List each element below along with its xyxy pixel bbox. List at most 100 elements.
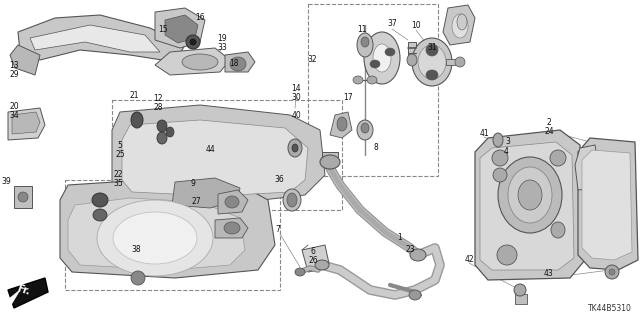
Ellipse shape (357, 33, 373, 57)
Ellipse shape (418, 45, 446, 79)
Polygon shape (225, 52, 255, 72)
Ellipse shape (18, 192, 28, 202)
Text: 14
30: 14 30 (291, 84, 301, 102)
Polygon shape (18, 15, 185, 62)
Bar (446, 59, 460, 65)
Ellipse shape (409, 290, 421, 300)
Polygon shape (172, 178, 240, 208)
Text: 37: 37 (387, 19, 397, 28)
Ellipse shape (357, 120, 373, 140)
Polygon shape (302, 245, 330, 272)
Text: 12
28: 12 28 (153, 94, 163, 112)
Text: TK44B5310: TK44B5310 (588, 304, 632, 313)
Text: 15: 15 (158, 26, 168, 34)
Ellipse shape (385, 48, 395, 56)
Polygon shape (215, 218, 248, 238)
Ellipse shape (131, 271, 145, 285)
Text: 31: 31 (427, 43, 437, 53)
Text: 7: 7 (276, 226, 280, 234)
Text: 20
34: 20 34 (9, 102, 19, 120)
Ellipse shape (367, 76, 377, 84)
Ellipse shape (605, 265, 619, 279)
Text: 38: 38 (131, 244, 141, 254)
Text: Fr.: Fr. (16, 283, 32, 297)
Text: 17: 17 (343, 93, 353, 102)
Text: 11: 11 (357, 26, 367, 34)
Polygon shape (5, 290, 20, 310)
Ellipse shape (497, 245, 517, 265)
Polygon shape (480, 142, 574, 270)
Bar (112, 100, 342, 210)
Ellipse shape (113, 212, 197, 264)
Bar (322, 152, 338, 164)
Ellipse shape (410, 249, 426, 261)
Ellipse shape (353, 76, 363, 84)
Text: 18: 18 (229, 58, 239, 68)
Ellipse shape (131, 112, 143, 128)
Text: 10: 10 (411, 20, 421, 29)
Ellipse shape (288, 139, 302, 157)
Polygon shape (8, 278, 48, 308)
Ellipse shape (550, 150, 566, 166)
Text: 9: 9 (191, 179, 195, 188)
Ellipse shape (364, 32, 400, 84)
Ellipse shape (370, 60, 380, 68)
Ellipse shape (292, 144, 298, 152)
Ellipse shape (287, 193, 297, 207)
Text: 23: 23 (405, 244, 415, 254)
Polygon shape (155, 8, 205, 48)
Bar (408, 42, 416, 64)
Polygon shape (165, 15, 198, 43)
Ellipse shape (224, 222, 240, 234)
Text: 2
24: 2 24 (544, 118, 554, 136)
Text: 43: 43 (543, 270, 553, 278)
Text: 41: 41 (479, 129, 489, 137)
Polygon shape (218, 190, 248, 214)
Text: 40: 40 (292, 112, 302, 121)
Text: 22
35: 22 35 (113, 170, 123, 188)
Text: 13
29: 13 29 (9, 61, 19, 79)
Text: 19
33: 19 33 (217, 33, 227, 52)
Ellipse shape (230, 57, 246, 71)
Polygon shape (30, 25, 160, 52)
Ellipse shape (426, 70, 438, 80)
Ellipse shape (455, 57, 465, 67)
Ellipse shape (97, 200, 213, 276)
Polygon shape (155, 48, 230, 75)
Ellipse shape (93, 209, 107, 221)
Ellipse shape (361, 123, 369, 133)
Ellipse shape (492, 150, 508, 166)
Ellipse shape (457, 14, 467, 30)
Bar (515, 294, 527, 304)
Polygon shape (112, 105, 325, 205)
Text: 32: 32 (307, 56, 317, 64)
Ellipse shape (337, 117, 347, 131)
Ellipse shape (498, 157, 562, 233)
Polygon shape (330, 112, 352, 138)
Polygon shape (8, 108, 45, 140)
Polygon shape (68, 198, 245, 270)
Bar (308, 4, 438, 176)
Ellipse shape (92, 193, 108, 207)
Text: 4: 4 (504, 146, 508, 155)
Ellipse shape (166, 127, 174, 137)
Polygon shape (443, 5, 475, 45)
Ellipse shape (157, 132, 167, 144)
Ellipse shape (493, 133, 503, 147)
Ellipse shape (225, 196, 239, 208)
Ellipse shape (508, 167, 552, 223)
Text: 42: 42 (464, 255, 474, 263)
Text: 5
25: 5 25 (115, 141, 125, 160)
Bar (65, 180, 280, 290)
Ellipse shape (186, 35, 200, 49)
Ellipse shape (295, 268, 305, 276)
Text: 6
26: 6 26 (308, 247, 318, 265)
Ellipse shape (493, 168, 507, 182)
Ellipse shape (412, 38, 452, 86)
Text: 36: 36 (274, 175, 284, 184)
Ellipse shape (157, 120, 167, 132)
Text: 39: 39 (1, 176, 11, 186)
Polygon shape (10, 45, 40, 75)
Ellipse shape (190, 39, 196, 45)
Polygon shape (475, 130, 585, 280)
